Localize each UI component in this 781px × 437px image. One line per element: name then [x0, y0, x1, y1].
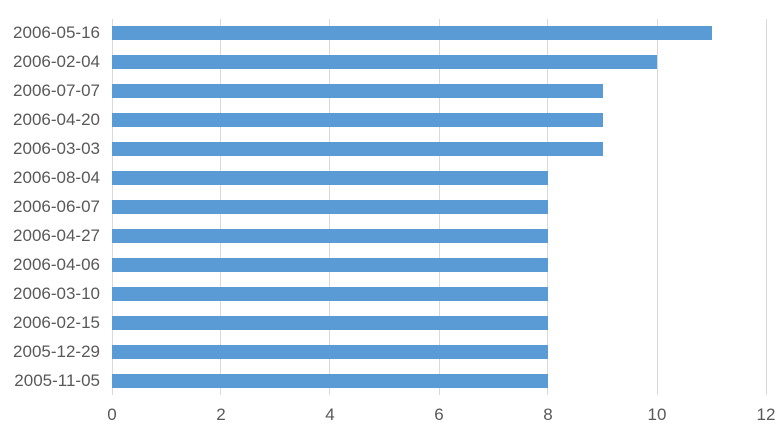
- y-tick-label: 2006-04-20: [13, 110, 100, 130]
- x-tick-label: 4: [325, 405, 335, 424]
- y-tick-label: 2006-03-10: [13, 283, 100, 303]
- bar-row: [112, 221, 766, 250]
- x-tick-label: 10: [647, 405, 667, 424]
- x-tick-label: 2: [216, 405, 226, 424]
- x-tick-label: 8: [543, 405, 553, 424]
- gridline: [765, 19, 767, 395]
- y-axis-labels: 2006-05-16 2006-02-04 2006-07-07 2006-04-20…: [0, 19, 100, 395]
- bar: [112, 315, 548, 330]
- bar: [112, 344, 548, 359]
- bar-row: [112, 19, 766, 48]
- bar-row: [112, 279, 766, 308]
- bar-row: [112, 337, 766, 366]
- y-tick-label: 2006-03-03: [13, 139, 100, 159]
- bar-row: [112, 106, 766, 135]
- y-tick-label: 2006-05-16: [13, 23, 100, 43]
- bar-row: [112, 308, 766, 337]
- bar-row: [112, 193, 766, 222]
- bar: [112, 55, 657, 70]
- gridline: [656, 19, 658, 395]
- bar: [112, 26, 712, 41]
- plot-area: [111, 19, 767, 395]
- bar: [112, 257, 548, 272]
- y-tick-label: 2006-08-04: [13, 168, 100, 188]
- bar: [112, 228, 548, 243]
- y-tick-label: 2006-06-07: [13, 196, 100, 216]
- y-tick-label: 2006-02-15: [13, 312, 100, 332]
- bar: [112, 199, 548, 214]
- x-axis-labels: 0 2 4 6 8 10 12: [0, 405, 781, 429]
- bar-row: [112, 48, 766, 77]
- bar: [112, 142, 603, 157]
- y-tick-label: 2006-07-07: [13, 81, 100, 101]
- bar-row: [112, 77, 766, 106]
- y-tick-label: 2006-04-06: [13, 254, 100, 274]
- y-tick-label: 2006-04-27: [13, 225, 100, 245]
- bar-row: [112, 135, 766, 164]
- bar: [112, 113, 603, 128]
- y-tick-label: 2005-12-29: [13, 341, 100, 361]
- bar: [112, 286, 548, 301]
- x-tick-label: 0: [107, 405, 117, 424]
- y-tick-label: 2005-11-05: [14, 370, 100, 390]
- bar-row: [112, 366, 766, 395]
- bar-row: [112, 250, 766, 279]
- bar-row: [112, 164, 766, 193]
- bar: [112, 171, 548, 186]
- y-tick-label: 2006-02-04: [13, 52, 100, 72]
- x-tick-label: 12: [756, 405, 776, 424]
- bar: [112, 84, 603, 99]
- x-tick-label: 6: [434, 405, 444, 424]
- bar: [112, 373, 548, 388]
